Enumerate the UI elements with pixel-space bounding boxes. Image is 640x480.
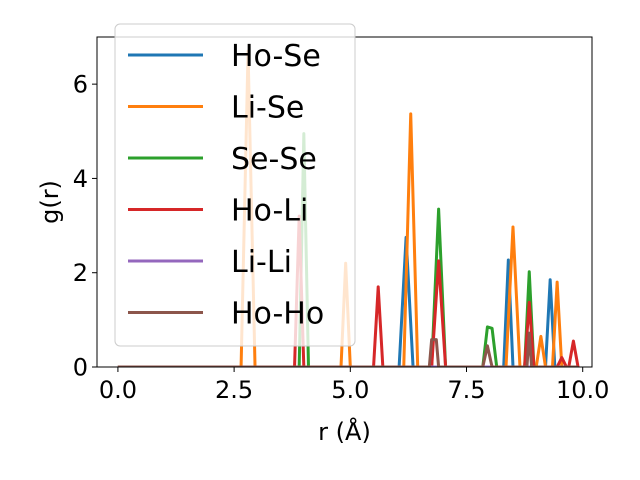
legend-box [114, 23, 356, 347]
series-line-ho-ho [117, 331, 579, 367]
x-tick-label: 10.0 [556, 376, 609, 404]
legend-label-ho-se: Ho-Se [231, 39, 321, 74]
y-tick-label: 0 [73, 354, 88, 382]
legend-label-se-se: Se-Se [231, 142, 317, 177]
y-axis-label: g(r) [36, 180, 64, 224]
y-tick-label: 4 [73, 165, 88, 193]
y-tick-label: 6 [73, 71, 88, 99]
legend-label-li-se: Li-Se [231, 91, 304, 126]
series-line-ho-se [117, 235, 579, 367]
legend-label-ho-li: Ho-Li [231, 194, 308, 229]
x-axis-label: r (Å) [318, 417, 371, 446]
x-tick-label: 0.0 [99, 376, 137, 404]
x-tick-label: 2.5 [215, 376, 253, 404]
legend: Ho-Se Li-Se Se-Se Ho-Li Li-Li Ho-Ho [114, 23, 356, 347]
x-tick-label: 5.0 [331, 376, 369, 404]
y-tick-label: 2 [73, 259, 88, 287]
ticks-layer: 0.0 2.5 5.0 7.5 10.0 0 2 4 6 [73, 71, 610, 404]
x-tick-label: 7.5 [447, 376, 485, 404]
legend-label-li-li: Li-Li [231, 245, 292, 280]
legend-label-ho-ho: Ho-Ho [231, 297, 324, 332]
